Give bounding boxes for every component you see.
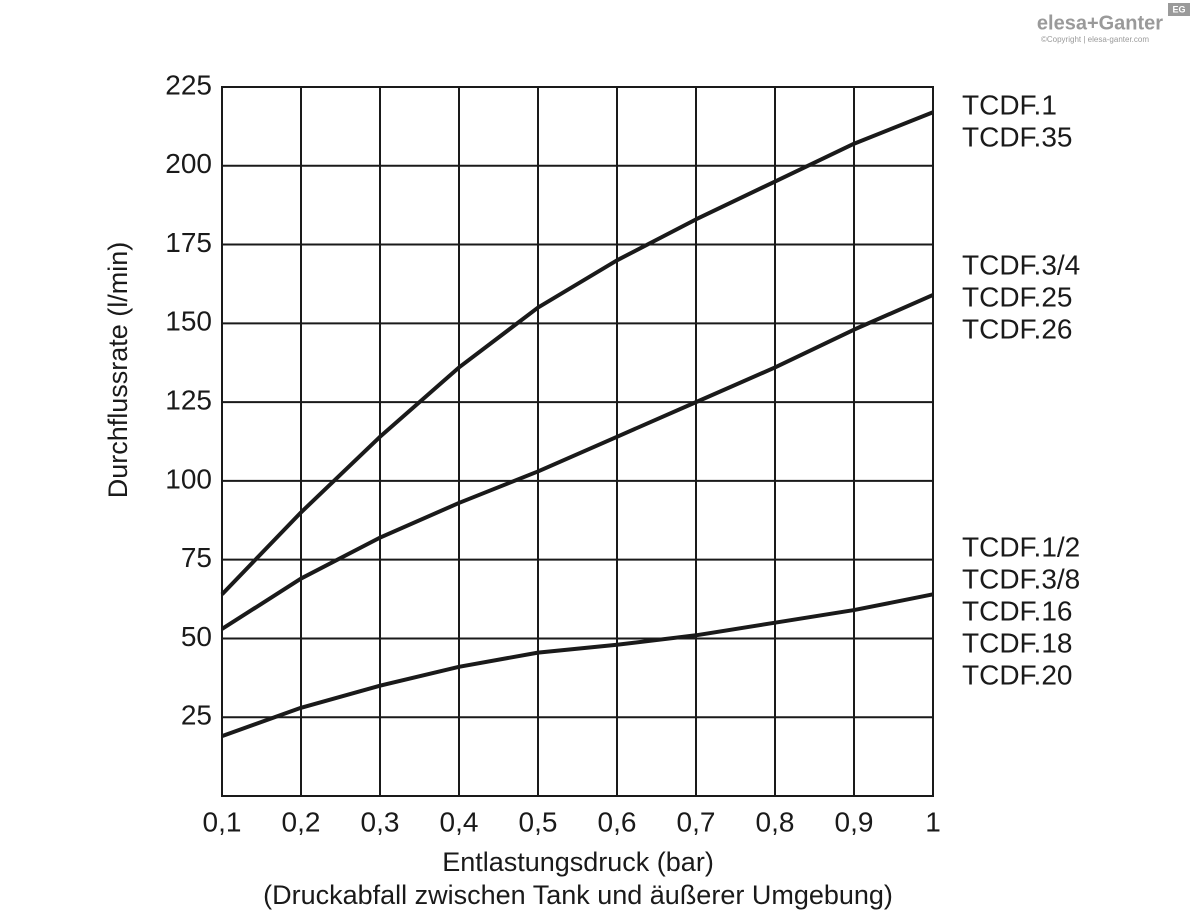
y-tick-label: 200 [165,148,212,179]
series-label: TCDF.35 [962,122,1072,153]
x-tick-label: 0,5 [519,806,558,837]
line [220,110,934,596]
x-tick-label: 0,7 [677,806,716,837]
series-label: TCDF.16 [962,596,1072,627]
y-tick-label: 100 [165,463,212,494]
y-axis-label: Durchflussrate (l/min) [103,242,133,499]
series-label: TCDF.3/4 [962,249,1080,280]
x-tick-label: 0,6 [598,806,637,837]
y-tick-label: 25 [181,700,212,731]
y-tick-label: 125 [165,385,212,416]
logo-badge-box [1168,3,1190,16]
series-label: TCDF.18 [962,628,1072,659]
x-tick-label: 0,1 [203,806,242,837]
y-tick-label: 225 [165,69,212,100]
x-tick-label: 0,8 [756,806,795,837]
logo-brand: elesa+Ganter [1037,12,1163,34]
y-tick-label: 150 [165,306,212,337]
x-tick-label: 0,3 [361,806,400,837]
x-tick-label: 0,2 [282,806,321,837]
y-tick-label: 75 [181,542,212,573]
line [220,293,934,631]
series-label: TCDF.26 [962,313,1072,344]
series-label: TCDF.25 [962,281,1072,312]
y-tick-label: 175 [165,227,212,258]
x-tick-label: 0,4 [440,806,479,837]
plot-frame [221,86,934,797]
series-label: TCDF.20 [962,660,1072,691]
logo-badge: EG [1172,4,1185,14]
x-axis-label-note: (Druckabfall zwischen Tank und äußerer U… [263,880,893,910]
series-label: TCDF.1/2 [962,532,1080,563]
series-label: TCDF.1 [962,90,1057,121]
series-label: TCDF.3/8 [962,564,1080,595]
y-tick-label: 50 [181,621,212,652]
x-tick-label: 1 [925,806,941,837]
x-tick-label: 0,9 [835,806,874,837]
x-axis-label: Entlastungsdruck (bar) [442,847,714,877]
logo-copyright: ©Copyright | elesa-ganter.com [1041,35,1149,44]
line [221,592,934,739]
